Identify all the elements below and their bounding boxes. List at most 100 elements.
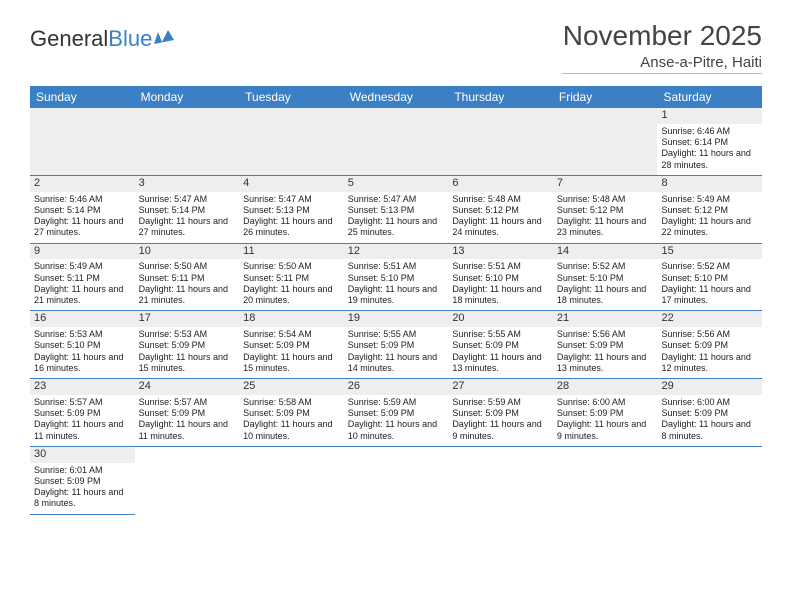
- daylight-line: Daylight: 11 hours and 9 minutes.: [452, 419, 549, 442]
- day-cell: 27 Sunrise: 5:59 AMSunset: 5:09 PMDayligh…: [448, 379, 553, 446]
- day-number-row: 21: [553, 311, 658, 327]
- weekday-col: Saturday: [657, 86, 762, 108]
- day-cell: 6Sunrise: 5:48 AMSunset: 5:12 PMDaylight…: [448, 176, 553, 243]
- calendar-row: 9Sunrise: 5:49 AMSunset: 5:11 PMDaylight…: [30, 244, 762, 312]
- weekday-col: Thursday: [448, 86, 553, 108]
- day-number-row: 29: [657, 379, 762, 395]
- day-number: 26: [348, 380, 360, 392]
- daylight-line: Daylight: 11 hours and 11 minutes.: [34, 419, 131, 442]
- weekday-col: Tuesday: [239, 86, 344, 108]
- sunset-line: Sunset: 5:09 PM: [557, 408, 654, 419]
- day-cell: 15Sunrise: 5:52 AMSunset: 5:10 PMDayligh…: [657, 244, 762, 311]
- sunset-line: Sunset: 5:12 PM: [557, 205, 654, 216]
- day-number-row: 7: [553, 176, 658, 192]
- day-number: 29: [661, 380, 673, 392]
- day-number: 4: [243, 177, 249, 189]
- month-title: November 2025: [562, 20, 762, 52]
- sunrise-line: Sunrise: 5:53 AM: [139, 329, 236, 340]
- day-number: 20: [452, 312, 464, 324]
- day-cell: 8Sunrise: 5:49 AMSunset: 5:12 PMDaylight…: [657, 176, 762, 243]
- day-number-row: 3: [135, 176, 240, 192]
- day-cell: 24Sunrise: 5:57 AMSunset: 5:09 PMDayligh…: [135, 379, 240, 446]
- day-number-row: 1: [657, 108, 762, 124]
- empty-cell: [344, 108, 449, 175]
- day-cell: 17 Sunrise: 5:53 AMSunset: 5:09 PMDayligh…: [135, 311, 240, 378]
- day-cell: 7 Sunrise: 5:48 AMSunset: 5:12 PMDaylight…: [553, 176, 658, 243]
- day-number-row: 27: [448, 379, 553, 395]
- sunset-line: Sunset: 5:12 PM: [452, 205, 549, 216]
- day-number: 11: [243, 245, 254, 257]
- day-number-row: 30: [30, 447, 135, 463]
- sunset-line: Sunset: 5:09 PM: [243, 340, 340, 351]
- sunrise-line: Sunrise: 5:54 AM: [243, 329, 340, 340]
- empty-cell: [657, 447, 762, 514]
- calendar-grid: SundayMondayTuesdayWednesdayThursdayFrid…: [30, 86, 762, 514]
- daylight-line: Daylight: 11 hours and 11 minutes.: [139, 419, 236, 442]
- day-cell: 25Sunrise: 5:58 AMSunset: 5:09 PMDayligh…: [239, 379, 344, 446]
- daylight-line: Daylight: 11 hours and 14 minutes.: [348, 352, 445, 375]
- weekday-col: Sunday: [30, 86, 135, 108]
- day-number-row: 13: [448, 244, 553, 260]
- day-cell: 28Sunrise: 6:00 AMSunset: 5:09 PMDayligh…: [553, 379, 658, 446]
- day-number: 15: [661, 245, 673, 257]
- day-cell: 18 Sunrise: 5:54 AMSunset: 5:09 PMDayligh…: [239, 311, 344, 378]
- daylight-line: Daylight: 11 hours and 15 minutes.: [243, 352, 340, 375]
- daylight-line: Daylight: 11 hours and 28 minutes.: [661, 148, 758, 171]
- sunset-line: Sunset: 5:09 PM: [34, 476, 131, 487]
- day-cell: 9Sunrise: 5:49 AMSunset: 5:11 PMDaylight…: [30, 244, 135, 311]
- sunrise-line: Sunrise: 5:52 AM: [661, 261, 758, 272]
- sunrise-line: Sunrise: 5:47 AM: [348, 194, 445, 205]
- sunset-line: Sunset: 5:10 PM: [557, 273, 654, 284]
- day-number-row: 18: [239, 311, 344, 327]
- daylight-line: Daylight: 11 hours and 10 minutes.: [348, 419, 445, 442]
- logo-text-2: Blue: [108, 26, 152, 52]
- daylight-line: Daylight: 11 hours and 15 minutes.: [139, 352, 236, 375]
- sunset-line: Sunset: 5:09 PM: [452, 408, 549, 419]
- daylight-line: Daylight: 11 hours and 9 minutes.: [557, 419, 654, 442]
- sunrise-line: Sunrise: 5:57 AM: [139, 397, 236, 408]
- sunrise-line: Sunrise: 5:49 AM: [34, 261, 131, 272]
- title-block: November 2025 Anse-a-Pitre, Haiti: [562, 20, 762, 74]
- day-number: 21: [557, 312, 569, 324]
- sunrise-line: Sunrise: 5:59 AM: [452, 397, 549, 408]
- empty-cell: [553, 108, 658, 175]
- sunset-line: Sunset: 5:09 PM: [139, 340, 236, 351]
- day-cell: 16Sunrise: 5:53 AMSunset: 5:10 PMDayligh…: [30, 311, 135, 378]
- day-number-row: 10: [135, 244, 240, 260]
- daylight-line: Daylight: 11 hours and 26 minutes.: [243, 216, 340, 239]
- sunrise-line: Sunrise: 5:58 AM: [243, 397, 340, 408]
- empty-cell: [448, 447, 553, 514]
- day-number: 30: [34, 448, 46, 460]
- day-cell: 1Sunrise: 6:46 AMSunset: 6:14 PMDaylight…: [657, 108, 762, 175]
- sunset-line: Sunset: 5:11 PM: [139, 273, 236, 284]
- empty-cell: [135, 447, 240, 514]
- day-number: 2: [34, 177, 40, 189]
- daylight-line: Daylight: 11 hours and 24 minutes.: [452, 216, 549, 239]
- day-cell: 26Sunrise: 5:59 AMSunset: 5:09 PMDayligh…: [344, 379, 449, 446]
- location-label: Anse-a-Pitre, Haiti: [562, 54, 762, 74]
- day-number-row: 17: [135, 311, 240, 327]
- logo-text-1: General: [30, 26, 108, 52]
- day-number-row: 12: [344, 244, 449, 260]
- daylight-line: Daylight: 11 hours and 23 minutes.: [557, 216, 654, 239]
- calendar-row: 2Sunrise: 5:46 AMSunset: 5:14 PMDaylight…: [30, 176, 762, 244]
- sunrise-line: Sunrise: 5:56 AM: [557, 329, 654, 340]
- sunset-line: Sunset: 5:11 PM: [243, 273, 340, 284]
- day-number: 7: [557, 177, 563, 189]
- day-cell: 29Sunrise: 6:00 AMSunset: 5:09 PMDayligh…: [657, 379, 762, 446]
- sunrise-line: Sunrise: 5:51 AM: [452, 261, 549, 272]
- sunset-line: Sunset: 5:09 PM: [348, 408, 445, 419]
- sunset-line: Sunset: 5:12 PM: [661, 205, 758, 216]
- day-cell: 14Sunrise: 5:52 AMSunset: 5:10 PMDayligh…: [553, 244, 658, 311]
- sunrise-line: Sunrise: 5:55 AM: [348, 329, 445, 340]
- day-cell: 2Sunrise: 5:46 AMSunset: 5:14 PMDaylight…: [30, 176, 135, 243]
- day-number: 14: [557, 245, 569, 257]
- day-number: 16: [34, 312, 46, 324]
- day-number: 6: [452, 177, 458, 189]
- day-number-row: 19: [344, 311, 449, 327]
- sunrise-line: Sunrise: 5:48 AM: [557, 194, 654, 205]
- sunrise-line: Sunrise: 6:00 AM: [557, 397, 654, 408]
- day-number: 10: [139, 245, 151, 257]
- day-number: 13: [452, 245, 464, 257]
- day-cell: 3Sunrise: 5:47 AMSunset: 5:14 PMDaylight…: [135, 176, 240, 243]
